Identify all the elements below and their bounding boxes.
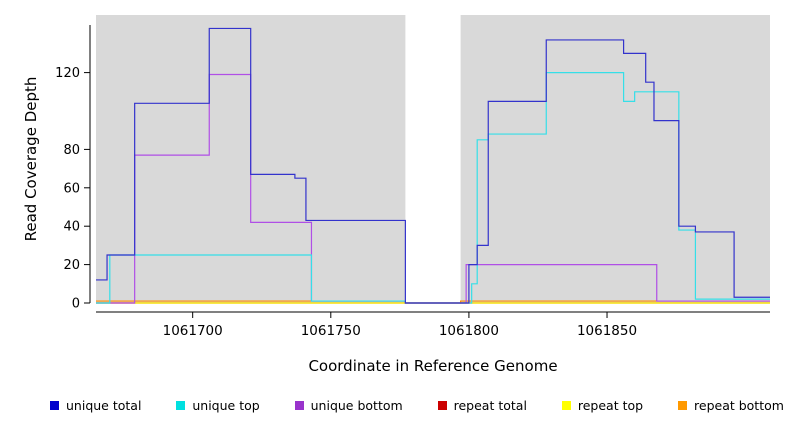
legend-label: unique total bbox=[66, 398, 142, 413]
unique-top-swatch-icon bbox=[176, 401, 186, 410]
legend-item-unique-total: unique total bbox=[50, 398, 141, 413]
repeat-top-swatch-icon bbox=[561, 401, 571, 410]
y-tick-label: 0 bbox=[72, 297, 80, 312]
y-tick-label: 120 bbox=[55, 66, 80, 81]
legend-label: repeat bottom bbox=[694, 398, 784, 413]
y-tick-label: 80 bbox=[63, 143, 80, 158]
x-axis-label: Coordinate in Reference Genome bbox=[308, 357, 558, 375]
legend-label: unique top bbox=[192, 398, 260, 413]
repeat-total-swatch-icon bbox=[437, 401, 447, 410]
legend-item-repeat-total: repeat total bbox=[437, 398, 527, 413]
x-tick-label: 1061750 bbox=[301, 323, 361, 339]
series-unique-total bbox=[96, 27, 770, 304]
legend-item-unique-bottom: unique bottom bbox=[294, 398, 403, 413]
unique-bottom-swatch-icon bbox=[294, 401, 304, 410]
legend-item-unique-top: unique top bbox=[176, 398, 260, 413]
legend: unique total unique top unique bottom re… bbox=[50, 398, 784, 413]
x-tick-label: 1061700 bbox=[163, 323, 223, 339]
y-tick-label: 20 bbox=[63, 258, 80, 273]
x-tick-label: 1061800 bbox=[439, 323, 499, 339]
legend-label: unique bottom bbox=[310, 398, 403, 413]
y-tick-label: 60 bbox=[63, 181, 80, 196]
legend-label: repeat top bbox=[577, 398, 644, 413]
legend-item-repeat-top: repeat top bbox=[561, 398, 644, 413]
covered-region-2 bbox=[460, 15, 770, 303]
y-tick-label: 40 bbox=[63, 220, 80, 235]
y-axis-label: Read Coverage Depth bbox=[22, 76, 40, 242]
legend-item-repeat-bottom: repeat bottom bbox=[678, 398, 784, 413]
repeat-bottom-swatch-icon bbox=[678, 401, 688, 410]
x-tick-label: 1061850 bbox=[577, 323, 637, 339]
unique-total-swatch-icon bbox=[50, 401, 59, 410]
legend-label: repeat total bbox=[453, 398, 527, 413]
